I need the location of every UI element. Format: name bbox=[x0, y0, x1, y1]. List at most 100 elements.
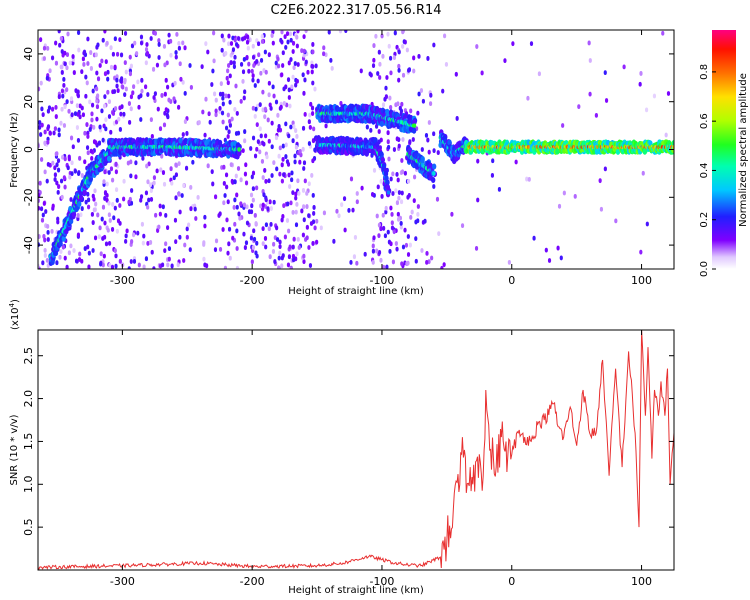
spectrogram-speckle bbox=[401, 72, 406, 78]
spectrogram-speckle bbox=[56, 167, 61, 173]
spectrogram-speckle bbox=[537, 71, 541, 77]
spectrogram-speckle bbox=[128, 119, 132, 125]
spectrogram-speckle bbox=[442, 262, 446, 268]
spectrogram-speckle bbox=[90, 211, 94, 217]
spectrogram-speckle bbox=[641, 170, 645, 176]
spectrogram-speckle bbox=[279, 37, 283, 43]
spectrogram-speckle bbox=[79, 212, 83, 218]
y-tick-label: 0.5 bbox=[22, 518, 35, 536]
spectrogram-speckle bbox=[300, 48, 304, 54]
spectrogram-speckle bbox=[385, 75, 389, 80]
spectrogram-speckle bbox=[417, 91, 421, 97]
spectrogram-speckle bbox=[253, 113, 257, 119]
spectrogram-speckle bbox=[381, 53, 385, 59]
spectrogram-speckle bbox=[241, 148, 245, 154]
spectrogram-speckle bbox=[264, 69, 268, 75]
spectrogram-speckle bbox=[275, 237, 280, 242]
spectrogram-speckle bbox=[289, 124, 293, 130]
spectrogram-speckle bbox=[67, 250, 71, 256]
spectrogram-speckle bbox=[164, 107, 168, 113]
spectrogram-speckle bbox=[53, 126, 58, 131]
spectrogram-ridge bbox=[385, 185, 391, 192]
spectrogram-speckle bbox=[255, 59, 259, 64]
spectrogram-speckle bbox=[294, 209, 298, 215]
spectrogram-speckle bbox=[532, 235, 536, 241]
spectrogram-speckle bbox=[81, 112, 86, 118]
spectrogram-speckle bbox=[153, 91, 157, 97]
spectrogram-speckle bbox=[129, 259, 133, 264]
spectrogram-speckle bbox=[75, 125, 80, 130]
spectrogram-speckle bbox=[237, 211, 241, 217]
spectrogram-speckle bbox=[250, 259, 254, 265]
spectrogram-speckle bbox=[119, 78, 123, 84]
spectrogram-speckle bbox=[149, 196, 154, 202]
spectrogram-speckle bbox=[251, 77, 255, 83]
spectrogram-speckle bbox=[148, 240, 153, 245]
spectrogram-ridge-core bbox=[432, 171, 436, 176]
spectrogram-speckle bbox=[254, 106, 258, 112]
spectrogram-speckle bbox=[162, 181, 167, 187]
spectrogram-speckle bbox=[142, 264, 146, 269]
spectrogram-speckle bbox=[183, 90, 187, 96]
spectrogram-speckle bbox=[89, 50, 93, 55]
spectrogram-speckle bbox=[88, 99, 92, 105]
spectrogram-speckle bbox=[245, 55, 249, 60]
y-tick-label: 2.0 bbox=[22, 390, 35, 408]
spectrogram-speckle bbox=[372, 57, 376, 63]
spectrogram-speckle bbox=[387, 144, 391, 150]
spectrogram-speckle bbox=[162, 44, 167, 49]
spectrogram-speckle bbox=[311, 42, 315, 47]
spectrogram-speckle bbox=[385, 264, 389, 269]
spectrogram-speckle bbox=[226, 250, 230, 256]
spectrogram-speckle bbox=[177, 40, 181, 46]
spectrogram-speckle bbox=[267, 80, 271, 86]
spectrogram-speckle bbox=[315, 218, 319, 224]
spectrogram-speckle bbox=[182, 258, 186, 263]
spectrogram-speckle bbox=[261, 175, 265, 180]
spectrogram-speckle bbox=[137, 104, 141, 110]
spectrogram-speckle bbox=[441, 88, 445, 94]
spectrogram-speckle bbox=[164, 77, 168, 83]
spectrogram-speckle bbox=[440, 265, 444, 269]
spectrogram-speckle bbox=[266, 206, 270, 212]
spectrogram-speckle bbox=[220, 33, 224, 39]
spectrogram-speckle bbox=[141, 240, 145, 246]
spectrogram-speckle bbox=[390, 211, 394, 217]
spectrogram-speckle bbox=[251, 43, 255, 49]
spectrogram-speckle bbox=[397, 67, 401, 73]
spectrogram-speckle bbox=[134, 174, 138, 180]
spectrogram-speckle bbox=[92, 196, 96, 202]
spectrogram-speckle bbox=[227, 41, 231, 47]
spectrogram-speckle bbox=[291, 138, 295, 144]
spectrogram-speckle bbox=[244, 240, 249, 246]
spectrogram-speckle bbox=[155, 62, 160, 68]
spectrogram-speckle bbox=[86, 191, 90, 197]
spectrogram-speckle bbox=[349, 176, 354, 182]
spectrogram-speckle bbox=[43, 247, 47, 253]
spectrogram-speckle bbox=[110, 177, 115, 183]
spectrogram-speckle bbox=[161, 204, 165, 210]
colorbar-tick-label: 0.8 bbox=[699, 64, 710, 80]
spectrogram-speckle bbox=[475, 44, 479, 49]
spectrogram-speckle bbox=[180, 193, 184, 198]
spectrogram-speckle bbox=[158, 126, 163, 132]
spectrogram-ridge bbox=[71, 211, 77, 218]
spectrogram-speckle bbox=[400, 169, 405, 175]
spectrogram-speckle bbox=[271, 40, 275, 46]
spectrogram-speckle bbox=[289, 266, 293, 269]
spectrogram-speckle bbox=[107, 240, 112, 246]
spectrogram-speckle bbox=[266, 117, 270, 123]
spectrogram-speckle bbox=[277, 124, 281, 129]
spectrogram-speckle bbox=[243, 245, 248, 250]
spectrogram-speckle bbox=[302, 90, 306, 96]
spectrogram-speckle bbox=[40, 217, 45, 223]
spectrogram-speckle bbox=[144, 47, 149, 52]
spectrogram-speckle bbox=[62, 82, 66, 88]
spectrogram-speckle bbox=[232, 64, 237, 70]
spectrogram-speckle bbox=[224, 93, 228, 99]
spectrogram-speckle bbox=[382, 225, 386, 231]
spectrogram-speckle bbox=[427, 149, 431, 155]
spectrogram-speckle bbox=[285, 31, 290, 37]
spectrogram-speckle bbox=[293, 159, 297, 165]
spectrogram-speckle bbox=[183, 119, 188, 124]
